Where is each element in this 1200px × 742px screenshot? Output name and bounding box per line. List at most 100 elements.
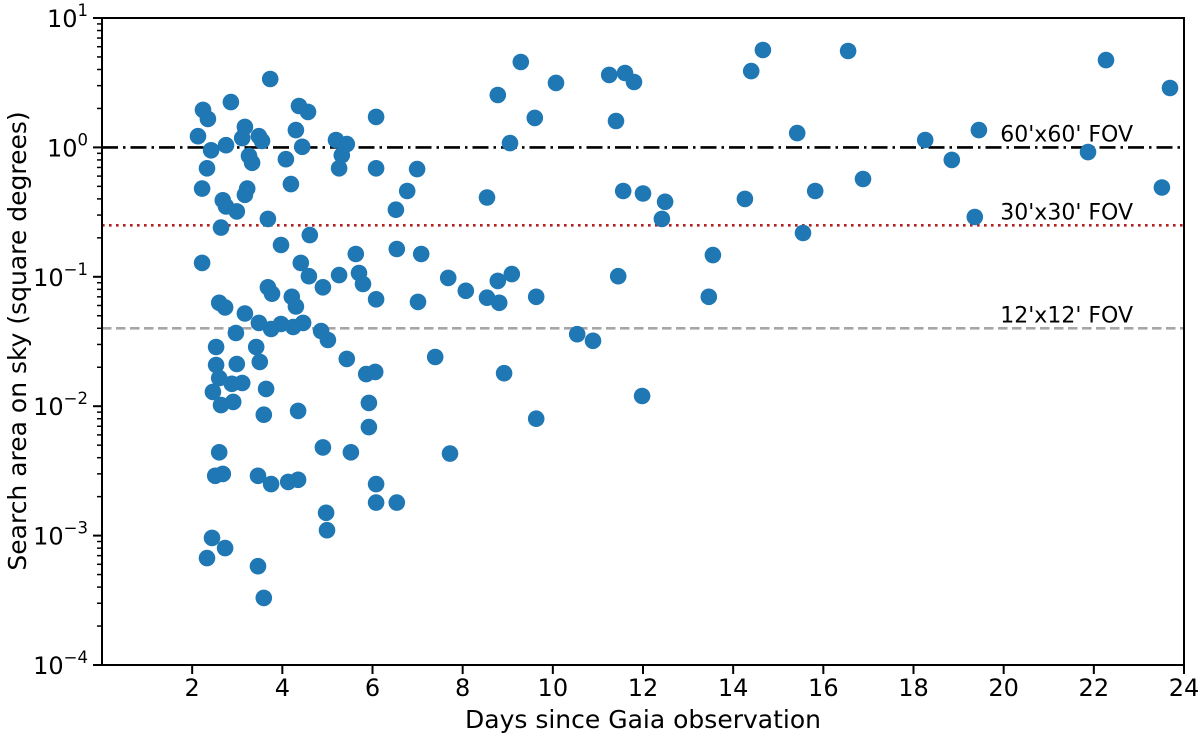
data-point: [318, 521, 336, 539]
data-point: [293, 138, 311, 156]
x-tick-label: 22: [1079, 674, 1110, 702]
data-point: [255, 589, 273, 607]
data-point: [367, 291, 385, 308]
y-tick-label: 10−3: [33, 519, 88, 551]
x-tick-label: 10: [538, 674, 569, 702]
data-point: [216, 539, 234, 557]
data-point: [228, 355, 246, 373]
data-point: [314, 439, 332, 456]
fov-label-30x30: 30'x30' FOV: [1000, 200, 1133, 225]
data-point: [317, 504, 335, 522]
data-point: [839, 42, 857, 60]
data-point: [262, 475, 280, 493]
data-point: [249, 557, 267, 575]
data-point: [289, 402, 307, 420]
data-point: [806, 182, 824, 200]
x-tick-label: 8: [455, 674, 470, 702]
data-point: [490, 294, 508, 312]
data-point: [736, 190, 754, 208]
data-point: [398, 182, 416, 200]
data-point: [527, 288, 545, 306]
data-point: [222, 93, 240, 111]
data-point: [207, 356, 225, 374]
data-point: [247, 338, 265, 356]
data-point: [330, 160, 348, 177]
data-point: [300, 267, 318, 285]
data-point: [342, 444, 360, 461]
data-point: [287, 121, 305, 139]
data-point: [214, 465, 232, 483]
data-point: [301, 226, 319, 244]
x-tick-label: 18: [898, 674, 929, 702]
data-point: [1079, 143, 1097, 161]
y-tick-label: 10−2: [33, 389, 88, 421]
data-point: [202, 142, 220, 159]
data-point: [319, 331, 337, 349]
data-point: [704, 246, 722, 264]
data-point: [257, 380, 275, 398]
data-point: [212, 219, 230, 236]
data-point: [439, 269, 457, 287]
y-axis-label: Search area on sky (square degrees): [3, 111, 32, 570]
x-tick-label: 20: [988, 674, 1019, 702]
data-point: [409, 293, 427, 311]
data-point: [236, 186, 254, 204]
x-axis-ticks: 2 4 6 8 10 12 14 16 18 20 22 24: [185, 665, 1200, 702]
data-point: [193, 180, 211, 197]
data-point: [1153, 179, 1171, 196]
data-point: [367, 160, 385, 177]
data-point: [294, 314, 312, 332]
data-point: [233, 129, 251, 147]
data-point: [478, 189, 496, 206]
data-point: [255, 406, 273, 424]
data-point: [547, 74, 565, 92]
x-tick-label: 4: [275, 674, 290, 702]
data-point: [330, 266, 348, 284]
data-point: [457, 282, 475, 300]
data-point: [217, 136, 235, 154]
data-point: [412, 245, 430, 263]
data-point: [794, 224, 812, 242]
data-point: [634, 185, 652, 202]
data-point: [261, 70, 279, 88]
data-point: [653, 210, 671, 228]
data-point: [408, 160, 426, 178]
y-tick-label: 10−4: [33, 648, 88, 680]
data-point: [700, 288, 718, 306]
data-point: [198, 549, 216, 567]
fov-label-12x12: 12'x12' FOV: [1000, 303, 1133, 328]
data-point: [287, 298, 305, 315]
data-point: [970, 121, 988, 139]
plot-border: [101, 17, 1185, 666]
data-point: [367, 494, 385, 511]
data-point: [249, 467, 267, 485]
data-point: [333, 146, 351, 164]
x-tick-label: 16: [808, 674, 839, 702]
data-point: [742, 62, 760, 80]
data-point: [282, 175, 300, 193]
data-point: [387, 201, 405, 218]
data-point: [189, 127, 207, 145]
x-tick-label: 14: [718, 674, 749, 702]
x-tick-label: 24: [1169, 674, 1200, 702]
data-point: [600, 66, 618, 84]
data-point: [609, 267, 627, 285]
data-point: [614, 182, 632, 200]
y-tick-label: 101: [47, 1, 88, 33]
data-point: [210, 369, 228, 387]
data-point: [526, 109, 544, 127]
data-point: [943, 151, 961, 169]
data-point: [347, 245, 365, 263]
data-point: [426, 348, 444, 366]
data-point: [512, 53, 530, 71]
data-point: [625, 73, 643, 91]
data-point: [495, 364, 513, 382]
fov-label-60x60: 60'x60' FOV: [1000, 122, 1133, 147]
data-point: [251, 353, 269, 371]
data-point: [607, 112, 625, 130]
data-point: [199, 110, 217, 128]
data-point: [233, 374, 251, 392]
scatter-points: [189, 41, 1179, 607]
data-point: [527, 410, 545, 428]
x-axis-label: Days since Gaia observation: [465, 705, 821, 734]
